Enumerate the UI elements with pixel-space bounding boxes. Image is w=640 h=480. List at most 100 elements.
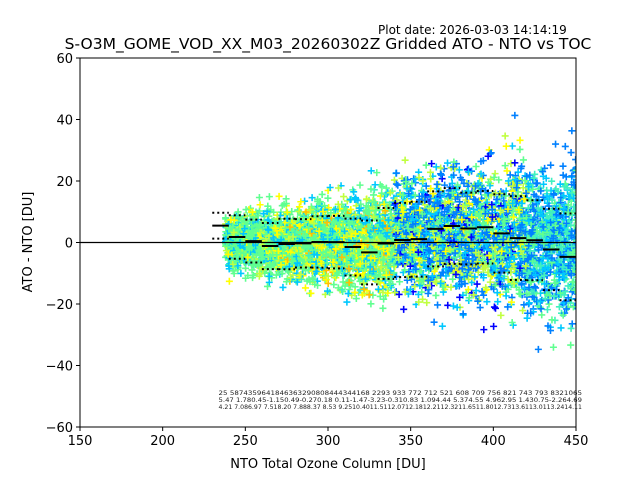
scatter-point <box>341 282 349 290</box>
scatter-point <box>402 178 410 186</box>
scatter-point <box>289 233 297 241</box>
scatter-point <box>557 324 565 332</box>
scatter-point <box>491 264 499 272</box>
scatter-point <box>351 288 359 296</box>
scatter-point <box>471 273 479 281</box>
scatter-point <box>540 240 548 248</box>
scatter-point <box>464 187 472 195</box>
scatter-point <box>537 262 545 270</box>
scatter-point <box>508 142 516 150</box>
scatter-point <box>495 176 503 184</box>
scatter-point <box>283 278 291 286</box>
scatter-point <box>330 281 338 289</box>
scatter-point <box>367 300 375 308</box>
scatter-point <box>529 216 537 224</box>
scatter-point <box>527 197 535 205</box>
scatter-point <box>432 163 440 171</box>
scatter-point <box>485 178 493 186</box>
scatter-point <box>525 299 533 307</box>
scatter-point <box>406 262 414 270</box>
scatter-point <box>465 228 473 236</box>
scatter-point <box>362 202 370 210</box>
scatter-point <box>234 262 242 270</box>
scatter-point <box>285 220 293 228</box>
scatter-point <box>352 195 360 203</box>
scatter-point <box>424 221 432 229</box>
scatter-point <box>307 289 315 297</box>
scatter-point <box>346 214 354 222</box>
scatter-point <box>518 221 526 229</box>
scatter-point <box>450 171 458 179</box>
scatter-point <box>419 271 427 279</box>
scatter-point <box>501 162 509 170</box>
scatter-point <box>272 271 280 279</box>
scatter-point <box>472 287 480 295</box>
scatter-point <box>430 318 438 326</box>
scatter-point <box>436 191 444 199</box>
scatter-point <box>367 185 375 193</box>
scatter-point <box>401 288 409 296</box>
scatter-point <box>378 189 386 197</box>
scatter-point <box>471 220 479 228</box>
scatter-point <box>503 167 511 175</box>
scatter-point <box>406 249 414 257</box>
scatter-point <box>562 219 570 227</box>
scatter-point <box>344 219 352 227</box>
scatter-point <box>432 247 440 255</box>
scatter-point <box>468 259 476 267</box>
scatter-point <box>441 199 449 207</box>
scatter-point <box>464 218 472 226</box>
scatter-point <box>529 185 537 193</box>
scatter-point <box>451 249 459 257</box>
scatter-point <box>570 181 576 189</box>
scatter-point <box>264 202 272 210</box>
scatter-point <box>424 290 432 298</box>
scatter-point <box>507 243 515 251</box>
scatter-point <box>392 180 400 188</box>
scatter-point <box>374 285 382 293</box>
scatter-point <box>514 275 522 283</box>
scatter-point <box>520 195 528 203</box>
scatter-point <box>502 292 510 300</box>
scatter-point <box>344 290 352 298</box>
scatter-point <box>554 187 562 195</box>
scatter-point <box>412 265 420 273</box>
scatter-point <box>429 239 437 247</box>
scatter-point <box>498 247 506 255</box>
scatter-point <box>433 198 441 206</box>
scatter-point <box>380 218 388 226</box>
scatter-point <box>415 298 423 306</box>
scatter-point <box>492 199 500 207</box>
scatter-point <box>415 245 423 253</box>
scatter-point <box>483 198 491 206</box>
scatter-point <box>555 303 563 311</box>
scatter-point <box>428 160 436 168</box>
scatter-point <box>564 201 572 209</box>
scatter-point <box>366 239 374 247</box>
scatter-point <box>293 278 301 286</box>
scatter-point <box>371 226 379 234</box>
scatter-point <box>456 293 464 301</box>
scatter-point <box>329 227 337 235</box>
scatter-point <box>524 269 532 277</box>
scatter-point <box>439 243 447 251</box>
scatter-point <box>567 221 575 229</box>
scatter-point <box>560 291 568 299</box>
scatter-point <box>453 303 461 311</box>
scatter-point <box>278 232 286 240</box>
scatter-point <box>511 111 519 119</box>
scatter-point <box>289 257 297 265</box>
scatter-point <box>296 211 304 219</box>
scatter-point <box>470 291 478 299</box>
scatter-point <box>356 181 364 189</box>
scatter-point <box>428 272 436 280</box>
scatter-point <box>428 243 436 251</box>
scatter-point <box>419 295 427 303</box>
scatter-point <box>365 291 373 299</box>
scatter-point <box>575 258 576 261</box>
scatter-point <box>379 304 387 312</box>
scatter-point <box>532 192 540 200</box>
scatter-point <box>426 168 434 176</box>
scatter-point <box>476 304 484 312</box>
scatter-point <box>408 180 416 188</box>
